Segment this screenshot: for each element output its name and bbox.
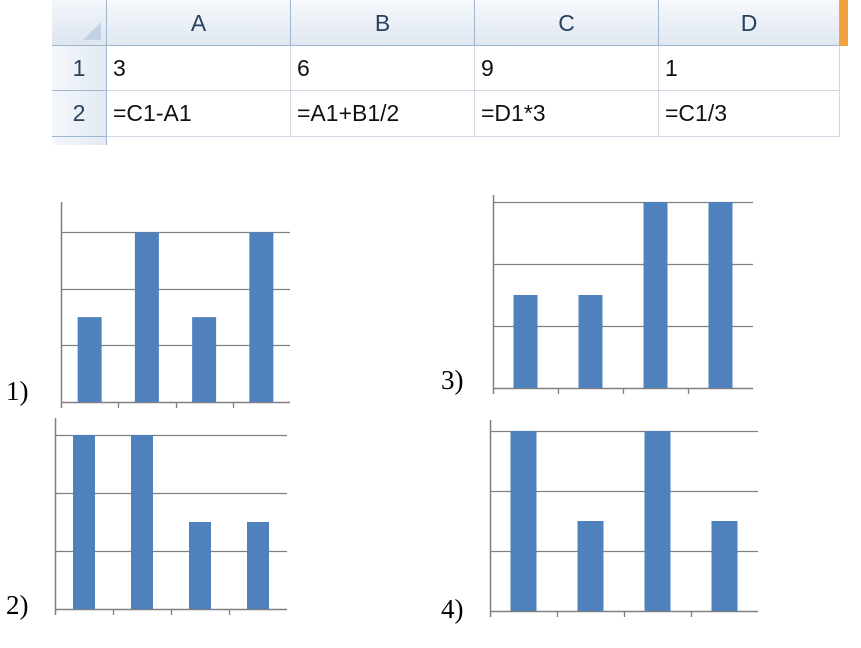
cell-c1[interactable]: 9 [475,46,659,91]
column-header-d[interactable]: D [659,0,840,46]
bar [134,232,159,402]
bar [578,295,603,388]
bar-chart-2[interactable] [52,418,292,626]
cell-b2[interactable]: =A1+B1/2 [291,91,475,137]
bar [131,435,153,609]
selected-column-edge [840,0,848,46]
cell-c2[interactable]: =D1*3 [475,91,659,137]
bar [708,202,733,388]
bar [189,522,211,609]
row-3-cells [107,137,840,145]
bar [510,431,537,611]
bar [711,521,738,611]
bar [643,202,668,388]
bar [644,431,671,611]
row-header-3[interactable] [52,137,107,145]
bar-chart-1[interactable] [58,202,294,408]
bar [247,522,269,609]
select-all-corner[interactable] [52,0,107,46]
spreadsheet: A B C D 1 3 6 9 1 2 =C1-A1 =A1+B1/2 =D1*… [52,0,861,145]
bar [77,317,102,402]
bar [192,317,217,402]
cell-a1[interactable]: 3 [107,46,291,91]
option-label-1: 1) [6,376,29,406]
option-label-4: 4) [441,594,464,624]
column-header-a[interactable]: A [107,0,291,46]
column-header-b[interactable]: B [291,0,475,46]
bar [577,521,604,611]
bar [249,232,274,402]
cell-d1[interactable]: 1 [659,46,840,91]
bar [513,295,538,388]
row-header-1[interactable]: 1 [52,46,107,91]
bar [73,435,95,609]
option-label-2: 2) [6,590,29,620]
select-all-icon [83,22,101,40]
bar-chart-4[interactable] [487,420,763,632]
option-label-3: 3) [441,365,464,395]
cell-b1[interactable]: 6 [291,46,475,91]
cell-a2[interactable]: =C1-A1 [107,91,291,137]
bar-chart-3[interactable] [490,195,758,401]
cell-d2[interactable]: =C1/3 [659,91,840,137]
column-header-c[interactable]: C [475,0,659,46]
row-header-2[interactable]: 2 [52,91,107,137]
